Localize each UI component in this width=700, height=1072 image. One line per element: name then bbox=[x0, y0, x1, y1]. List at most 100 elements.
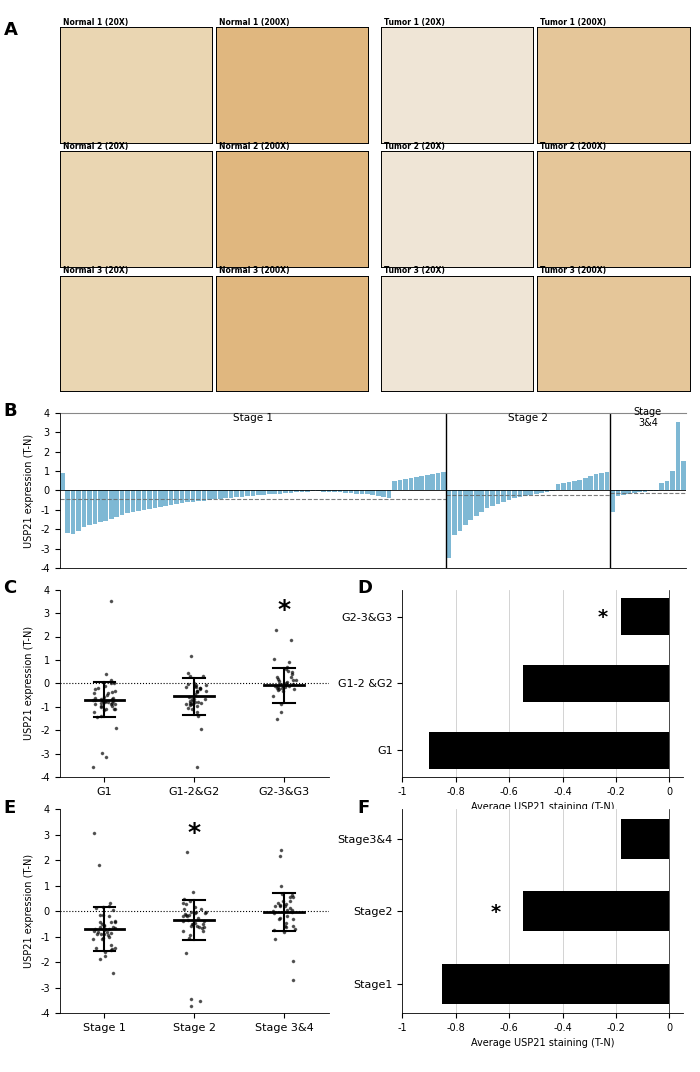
Point bbox=[280, 676, 291, 694]
Point bbox=[186, 904, 197, 921]
Point bbox=[88, 691, 99, 709]
Bar bbox=[566, 481, 571, 491]
Point bbox=[270, 930, 281, 948]
Point bbox=[88, 824, 99, 842]
Bar bbox=[392, 480, 397, 491]
Bar bbox=[539, 491, 544, 493]
Bar bbox=[485, 491, 489, 508]
Point bbox=[284, 889, 295, 906]
Point bbox=[181, 843, 193, 860]
Point bbox=[99, 701, 110, 718]
Point bbox=[180, 679, 191, 696]
Point bbox=[107, 693, 118, 710]
Point bbox=[290, 671, 301, 688]
Point bbox=[191, 684, 202, 701]
Bar bbox=[186, 491, 190, 503]
Point bbox=[284, 653, 295, 670]
Bar bbox=[436, 473, 440, 491]
Bar bbox=[256, 491, 260, 495]
Point bbox=[277, 893, 288, 910]
Point bbox=[199, 905, 210, 922]
Point bbox=[285, 631, 296, 649]
Point bbox=[103, 897, 114, 914]
Point bbox=[98, 917, 109, 934]
Bar bbox=[382, 491, 386, 497]
Point bbox=[99, 678, 111, 695]
Point bbox=[195, 680, 206, 697]
Point bbox=[106, 690, 118, 708]
Point bbox=[275, 703, 286, 720]
Point bbox=[193, 919, 204, 936]
Point bbox=[187, 915, 198, 933]
Bar bbox=[294, 491, 299, 492]
Point bbox=[281, 914, 292, 932]
Point bbox=[191, 697, 202, 714]
Point bbox=[195, 679, 206, 696]
Bar bbox=[442, 964, 669, 1003]
Bar bbox=[403, 479, 408, 491]
Point bbox=[183, 907, 195, 924]
Text: D: D bbox=[357, 579, 372, 597]
Point bbox=[193, 694, 204, 711]
Point bbox=[110, 683, 121, 700]
Point bbox=[96, 698, 107, 715]
Point bbox=[191, 918, 202, 935]
Point bbox=[286, 668, 297, 685]
Point bbox=[109, 920, 120, 937]
Point bbox=[180, 906, 191, 923]
Point bbox=[197, 915, 209, 933]
Point bbox=[180, 696, 191, 713]
Text: Tumor 3 (200X): Tumor 3 (200X) bbox=[540, 267, 606, 276]
Point bbox=[106, 913, 117, 930]
Point bbox=[178, 923, 189, 940]
Text: *: * bbox=[597, 608, 608, 626]
Point bbox=[284, 678, 295, 695]
Point bbox=[94, 907, 106, 924]
Bar bbox=[681, 461, 685, 491]
Bar bbox=[370, 491, 375, 495]
Point bbox=[284, 899, 295, 917]
Point bbox=[194, 993, 205, 1010]
Point bbox=[109, 912, 120, 929]
Point bbox=[267, 688, 278, 705]
Point bbox=[271, 711, 282, 728]
Point bbox=[280, 896, 291, 913]
Point bbox=[287, 953, 298, 970]
Text: *: * bbox=[491, 903, 501, 922]
Point bbox=[88, 930, 99, 948]
Point bbox=[182, 675, 193, 693]
Point bbox=[178, 900, 190, 918]
Point bbox=[194, 681, 205, 698]
Point bbox=[94, 919, 106, 936]
Point bbox=[102, 926, 113, 943]
Bar bbox=[583, 478, 587, 491]
Point bbox=[286, 887, 297, 904]
Bar bbox=[223, 491, 228, 498]
Point bbox=[105, 936, 116, 953]
Point bbox=[197, 922, 209, 939]
Point bbox=[275, 878, 286, 895]
Text: Stage 1: Stage 1 bbox=[233, 413, 273, 422]
Point bbox=[184, 693, 195, 710]
Point bbox=[94, 855, 105, 873]
Bar bbox=[414, 477, 419, 491]
Point bbox=[92, 924, 104, 941]
Point bbox=[98, 688, 109, 705]
Point bbox=[281, 919, 292, 936]
Bar bbox=[120, 491, 125, 515]
Bar bbox=[147, 491, 152, 509]
Bar bbox=[664, 480, 669, 491]
Point bbox=[182, 665, 193, 682]
Point bbox=[286, 902, 297, 919]
Point bbox=[281, 658, 293, 675]
Point bbox=[99, 693, 111, 710]
Bar bbox=[65, 491, 70, 533]
Point bbox=[274, 897, 286, 914]
Text: Tumor 2 (200X): Tumor 2 (200X) bbox=[540, 143, 606, 151]
Bar bbox=[659, 482, 664, 491]
Point bbox=[198, 667, 209, 684]
Point bbox=[188, 693, 199, 710]
Point bbox=[276, 680, 288, 697]
Point bbox=[288, 971, 299, 988]
Point bbox=[106, 672, 117, 689]
